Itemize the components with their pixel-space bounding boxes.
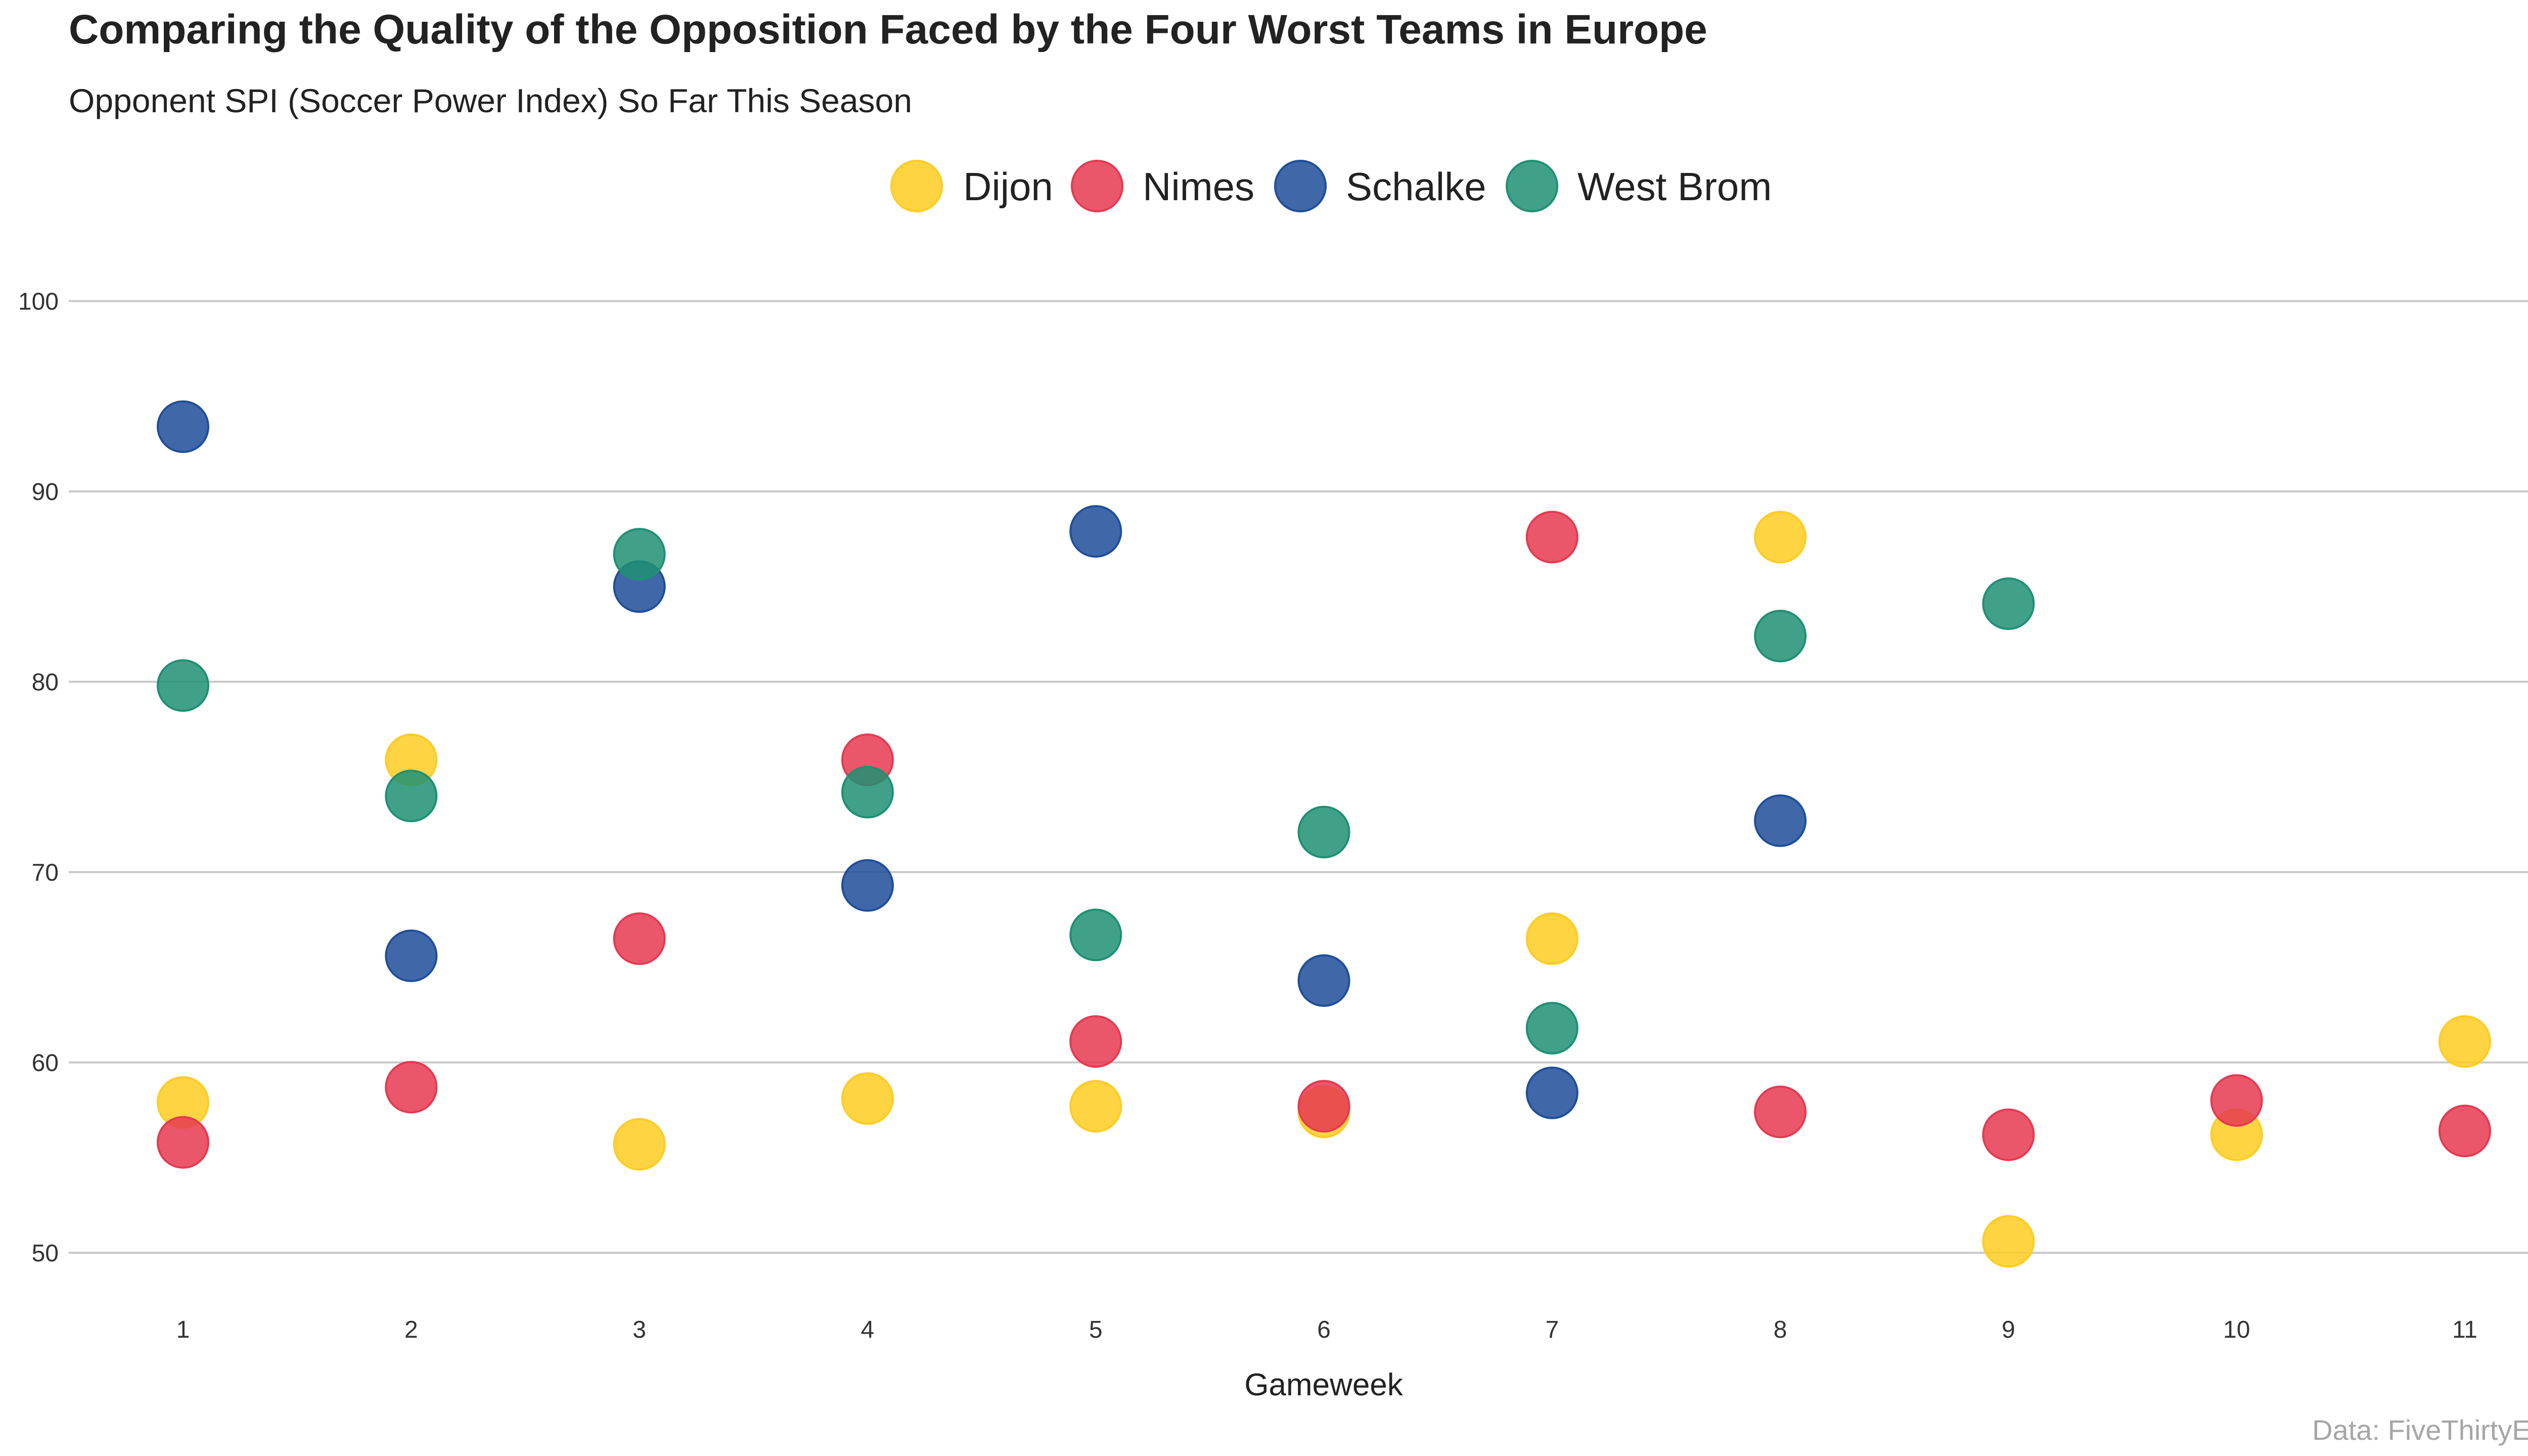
caption: Data: FiveThirtyEight [2312,1414,2528,1446]
point-dijon [841,1072,894,1125]
point-nimes [1069,1015,1122,1068]
point-nimes [2210,1074,2263,1127]
x-tick-label: 11 [2452,1316,2477,1343]
point-west-brom [157,659,209,712]
legend-swatch [1071,160,1123,212]
point-nimes [385,1061,438,1114]
legend-label: West Brom [1577,164,1772,209]
point-dijon [1982,1215,2035,1268]
point-west-brom [1754,610,1807,663]
y-tick-label: 50 [32,1240,59,1267]
point-west-brom [1069,908,1122,962]
point-west-brom [1525,1002,1578,1055]
chart-title: Comparing the Quality of the Opposition … [69,7,1707,53]
y-tick-label: 80 [32,669,59,696]
point-schalke [1297,954,1350,1007]
y-axis-ticks: 50 60 70 80 90 100 [18,289,59,1267]
legend-label: Schalke [1346,164,1486,209]
point-west-brom [1297,805,1350,858]
point-schalke [1754,794,1807,847]
x-tick-label: 8 [1774,1316,1787,1343]
point-nimes [157,1116,209,1169]
point-schalke [1525,1066,1578,1119]
legend-item-schalke: Schalke [1274,160,1486,212]
point-west-brom [613,528,666,581]
gridlines [69,300,2528,1254]
point-west-brom [1982,577,2035,630]
legend-swatch [1506,160,1558,212]
x-tick-label: 9 [2002,1316,2015,1343]
x-tick-label: 2 [404,1316,418,1343]
x-tick-label: 3 [633,1316,646,1343]
point-west-brom [385,769,438,823]
x-tick-label: 5 [1089,1316,1103,1343]
y-tick-label: 70 [32,859,59,886]
x-tick-label: 6 [1317,1316,1331,1343]
legend: Dijon Nimes Schalke West Brom [890,160,1772,212]
point-nimes [613,912,666,965]
data-points [157,400,2491,1268]
legend-swatch [1274,160,1327,212]
point-nimes [1525,511,1578,564]
point-dijon [1525,912,1578,965]
point-dijon [1754,511,1807,564]
x-tick-label: 10 [2223,1316,2250,1343]
point-schalke [841,859,894,912]
point-nimes [1982,1108,2035,1161]
y-tick-label: 90 [32,479,59,506]
point-schalke [1069,505,1122,558]
point-dijon [2439,1015,2491,1068]
legend-item-nimes: Nimes [1071,160,1254,212]
point-nimes [1297,1080,1350,1133]
x-tick-label: 4 [861,1316,875,1343]
legend-label: Dijon [963,164,1053,209]
legend-label: Nimes [1143,164,1254,209]
point-nimes [2439,1105,2491,1158]
point-dijon [613,1118,666,1171]
point-dijon [1069,1080,1122,1133]
point-nimes [1754,1085,1807,1139]
x-tick-label: 7 [1545,1316,1559,1343]
point-schalke [157,400,209,453]
x-axis-title: Gameweek [1244,1368,1404,1402]
legend-item-west-brom: West Brom [1506,160,1772,212]
chart-subtitle: Opponent SPI (Soccer Power Index) So Far… [69,82,912,119]
y-tick-label: 60 [32,1050,59,1077]
y-tick-label: 100 [18,289,59,315]
x-axis-ticks: 1 2 3 4 5 6 7 8 9 10 11 [176,1316,2477,1343]
legend-swatch [890,160,943,212]
point-schalke [385,929,438,982]
x-tick-label: 1 [176,1316,190,1343]
legend-item-dijon: Dijon [890,160,1053,212]
point-west-brom [841,765,894,818]
